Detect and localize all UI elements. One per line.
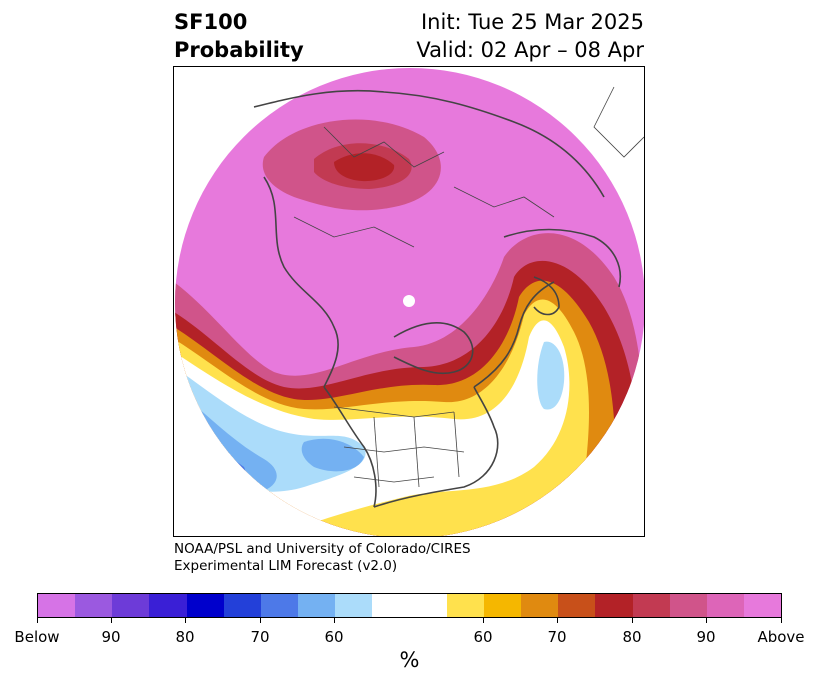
- colorbar-cell: [260, 594, 299, 617]
- colorbar-tick-label: 80: [175, 628, 195, 646]
- colorbar-cell: [483, 594, 522, 617]
- forecast-dates: Init: Tue 25 Mar 2025 Valid: 02 Apr – 08…: [416, 8, 644, 64]
- probability-field: [175, 68, 644, 536]
- colorbar-cell: [149, 594, 187, 617]
- colorbar-tick-mark: [781, 618, 782, 623]
- below-70-central: [301, 438, 364, 472]
- colorbar-tick-mark: [185, 618, 186, 623]
- colorbar-tick-mark: [334, 618, 335, 623]
- data-credit: NOAA/PSL and University of Colorado/CIRE…: [174, 541, 471, 575]
- init-date: Init: Tue 25 Mar 2025: [420, 10, 644, 34]
- country-borders: [293, 86, 644, 488]
- title-line-1: SF100: [174, 10, 248, 34]
- colorbar-tick-mark: [37, 618, 38, 623]
- colorbar-tick-label: 70: [547, 628, 567, 646]
- colorbar-cell: [372, 594, 410, 617]
- colorbar-cell: [75, 594, 113, 617]
- coastlines: [253, 89, 621, 508]
- colorbar-cell: [595, 594, 633, 617]
- colorbar-tick-label: 70: [250, 628, 270, 646]
- map-canvas: [175, 68, 644, 536]
- colorbar-tick-label: 60: [324, 628, 344, 646]
- above-80-eurasia-core: [334, 153, 395, 182]
- forecast-map: [173, 66, 645, 537]
- colorbar-tick-mark: [706, 618, 707, 623]
- colorbar-cell: [743, 594, 782, 617]
- colorbar-cell: [186, 594, 224, 617]
- pole-hole: [403, 295, 415, 307]
- colorbar-cell: [706, 594, 744, 617]
- colorbar-unit-label: %: [399, 648, 420, 672]
- colorbar-tick-mark: [483, 618, 484, 623]
- colorbar-tick-label: 90: [101, 628, 121, 646]
- colorbar-tick-mark: [557, 618, 558, 623]
- colorbar-tick-label: Below: [14, 628, 60, 646]
- colorbar-cell: [669, 594, 707, 617]
- colorbar-tick-mark: [260, 618, 261, 623]
- colorbar-cell: [446, 594, 484, 617]
- colorbar-tick-label: Above: [757, 628, 805, 646]
- colorbar-tick-label: 80: [622, 628, 642, 646]
- below-60-atlantic: [537, 341, 565, 410]
- colorbar-cell: [223, 594, 261, 617]
- credit-line-1: NOAA/PSL and University of Colorado/CIRE…: [174, 541, 471, 557]
- colorbar-tick-mark: [111, 618, 112, 623]
- colorbar-tick-mark: [632, 618, 633, 623]
- colorbar: [37, 593, 782, 618]
- colorbar-cell: [112, 594, 150, 617]
- colorbar-tick-label: 60: [473, 628, 493, 646]
- colorbar-cell: [409, 594, 447, 617]
- valid-date-range: Valid: 02 Apr – 08 Apr: [416, 38, 644, 62]
- colorbar-tick-label: 90: [696, 628, 716, 646]
- colorbar-cell: [521, 594, 559, 617]
- colorbar-cell: [632, 594, 670, 617]
- map-title: SF100 Probability: [174, 8, 304, 64]
- credit-line-2: Experimental LIM Forecast (v2.0): [174, 558, 398, 574]
- colorbar-cell: [558, 594, 596, 617]
- title-line-2: Probability: [174, 38, 304, 62]
- colorbar-cell: [298, 594, 336, 617]
- colorbar-cell: [38, 594, 76, 617]
- colorbar-cell: [335, 594, 373, 617]
